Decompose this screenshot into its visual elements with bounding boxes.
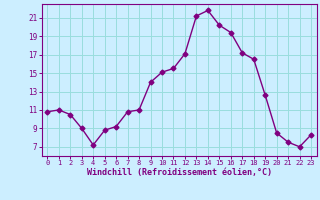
X-axis label: Windchill (Refroidissement éolien,°C): Windchill (Refroidissement éolien,°C) bbox=[87, 168, 272, 177]
